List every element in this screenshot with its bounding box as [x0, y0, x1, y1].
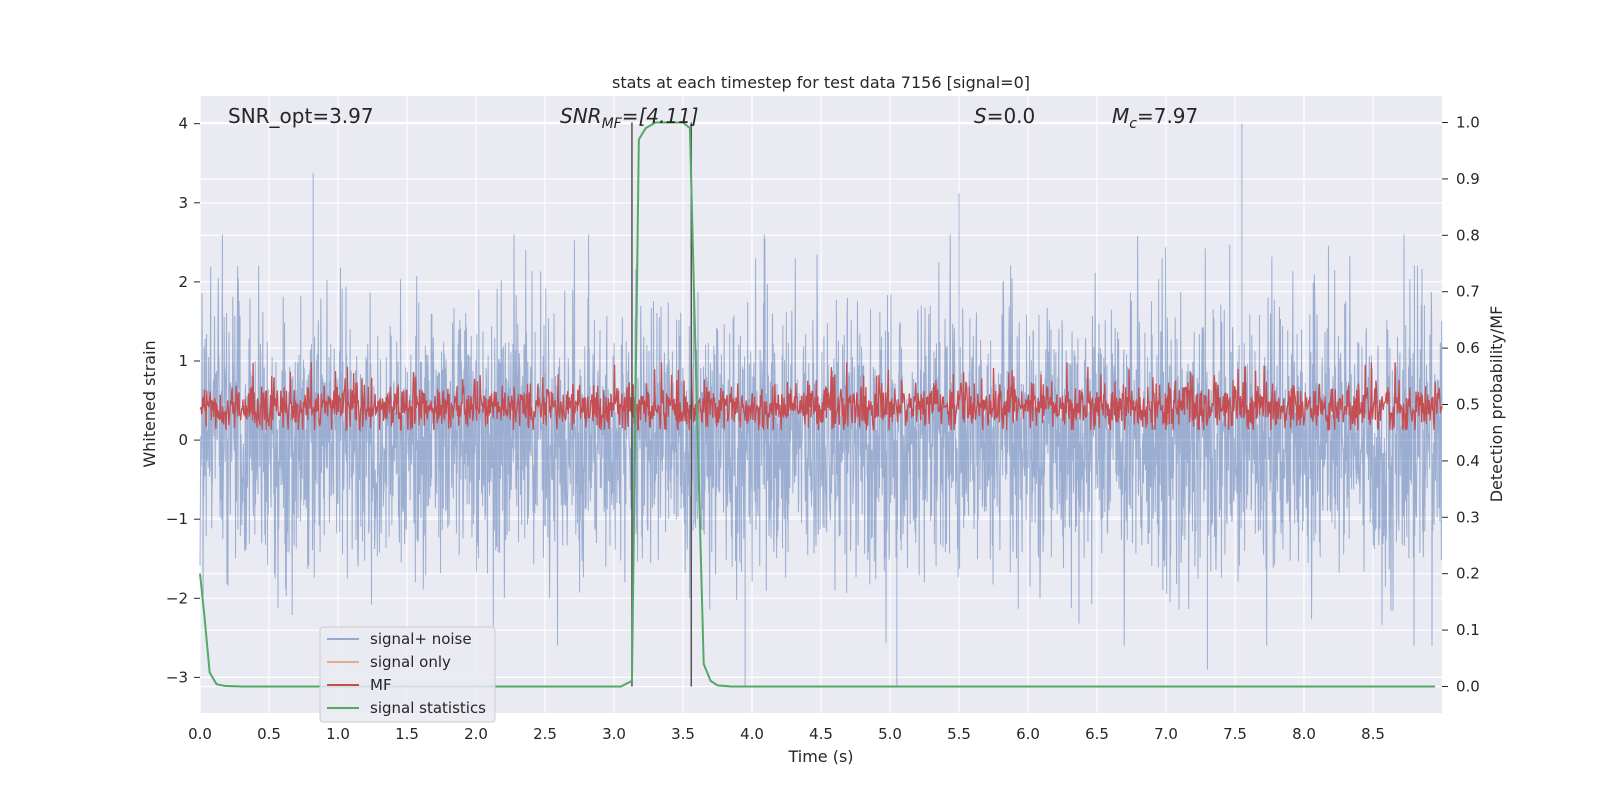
x-tick-label: 0.0 — [188, 725, 212, 743]
y2-ticks: 0.0 0.1 0.2 0.3 0.4 0.5 0.6 0.7 0.8 0.9 1.0 — [1442, 114, 1480, 695]
y2-tick-label: 0.0 — [1456, 677, 1480, 695]
y-tick-label: −1 — [166, 510, 188, 528]
y2-tick-label: 0.3 — [1456, 508, 1480, 526]
x-tick-label: 2.5 — [533, 725, 557, 743]
x-tick-label: 4.5 — [809, 725, 833, 743]
y2-tick-label: 0.1 — [1456, 621, 1480, 639]
x-tick-label: 8.5 — [1361, 725, 1385, 743]
x-tick-label: 3.5 — [671, 725, 695, 743]
y2-tick-label: 0.6 — [1456, 339, 1480, 357]
y-tick-label: 2 — [178, 273, 188, 291]
x-tick-label: 0.5 — [257, 725, 281, 743]
x-tick-label: 3.0 — [602, 725, 626, 743]
annotation-s-value: =0.0 — [987, 104, 1036, 128]
annotation-mc-symbol: M — [1112, 104, 1129, 128]
y-tick-label: 0 — [178, 431, 188, 449]
x-tick-label: 5.0 — [878, 725, 902, 743]
y-tick-label: −2 — [166, 589, 188, 607]
x-tick-label: 2.0 — [464, 725, 488, 743]
mf-series — [199, 362, 1443, 433]
annotation-snr-mf-sub: MF — [602, 116, 623, 132]
y2-tick-label: 0.4 — [1456, 452, 1480, 470]
y2-tick-label: 0.2 — [1456, 565, 1480, 583]
x-tick-label: 6.0 — [1016, 725, 1040, 743]
x-tick-label: 1.5 — [395, 725, 419, 743]
annotation-mc-value: =7.97 — [1137, 104, 1198, 128]
legend-label-signal-only: signal only — [370, 653, 451, 671]
signal-noise-line — [199, 123, 1443, 687]
annotation-mc: Mc=7.97 — [1112, 104, 1198, 132]
annotation-mc-sub: c — [1129, 116, 1137, 132]
x-tick-label: 1.0 — [326, 725, 350, 743]
mf-line — [199, 362, 1443, 433]
annotation-s-symbol: S — [974, 104, 987, 128]
annotation-s: S=0.0 — [974, 104, 1035, 128]
y-tick-label: 4 — [178, 115, 188, 133]
legend: signal+ noise signal only MF signal stat… — [319, 626, 496, 723]
x-tick-label: 4.0 — [740, 725, 764, 743]
signal-noise-series — [199, 123, 1443, 687]
legend-box — [319, 626, 496, 723]
legend-label-signal-statistics: signal statistics — [370, 699, 486, 717]
y2-tick-label: 0.9 — [1456, 170, 1480, 188]
y2-tick-label: 0.8 — [1456, 226, 1480, 244]
y-ticks: −3 −2 −1 0 1 2 3 4 — [166, 115, 200, 686]
x-axis-label: Time (s) — [787, 747, 853, 766]
annotation-snr-opt: SNR_opt=3.97 — [228, 104, 374, 128]
y2-axis-label: Detection probability/MF — [1487, 306, 1506, 503]
x-tick-label: 7.0 — [1154, 725, 1178, 743]
x-ticks: 0.0 0.5 1.0 1.5 2.0 2.5 3.0 3.5 4.0 4.5 5.0 5.5 6.0 6… — [188, 725, 1385, 743]
annotation-snr-mf-symbol: SNR — [560, 104, 602, 128]
y2-tick-label: 0.7 — [1456, 283, 1480, 301]
x-tick-label: 5.5 — [947, 725, 971, 743]
y-tick-label: 3 — [178, 194, 188, 212]
y2-tick-label: 0.5 — [1456, 396, 1480, 414]
x-tick-label: 8.0 — [1292, 725, 1316, 743]
annotation-snr-mf-value: =[4.11] — [622, 104, 699, 128]
x-tick-label: 6.5 — [1085, 725, 1109, 743]
y-axis-label: Whitened strain — [140, 340, 159, 467]
signal-statistics-line — [199, 121, 1436, 688]
x-tick-label: 7.5 — [1223, 725, 1247, 743]
signal-statistics-series — [199, 121, 1436, 688]
y-tick-label: −3 — [166, 668, 188, 686]
legend-label-mf: MF — [370, 676, 392, 694]
legend-label-signal-noise: signal+ noise — [370, 630, 472, 648]
y-tick-label: 1 — [178, 352, 188, 370]
annotation-snr-mf: SNRMF=[4.11] — [560, 104, 699, 132]
y2-tick-label: 1.0 — [1456, 114, 1480, 132]
chart-title: stats at each timestep for test data 715… — [612, 73, 1030, 92]
